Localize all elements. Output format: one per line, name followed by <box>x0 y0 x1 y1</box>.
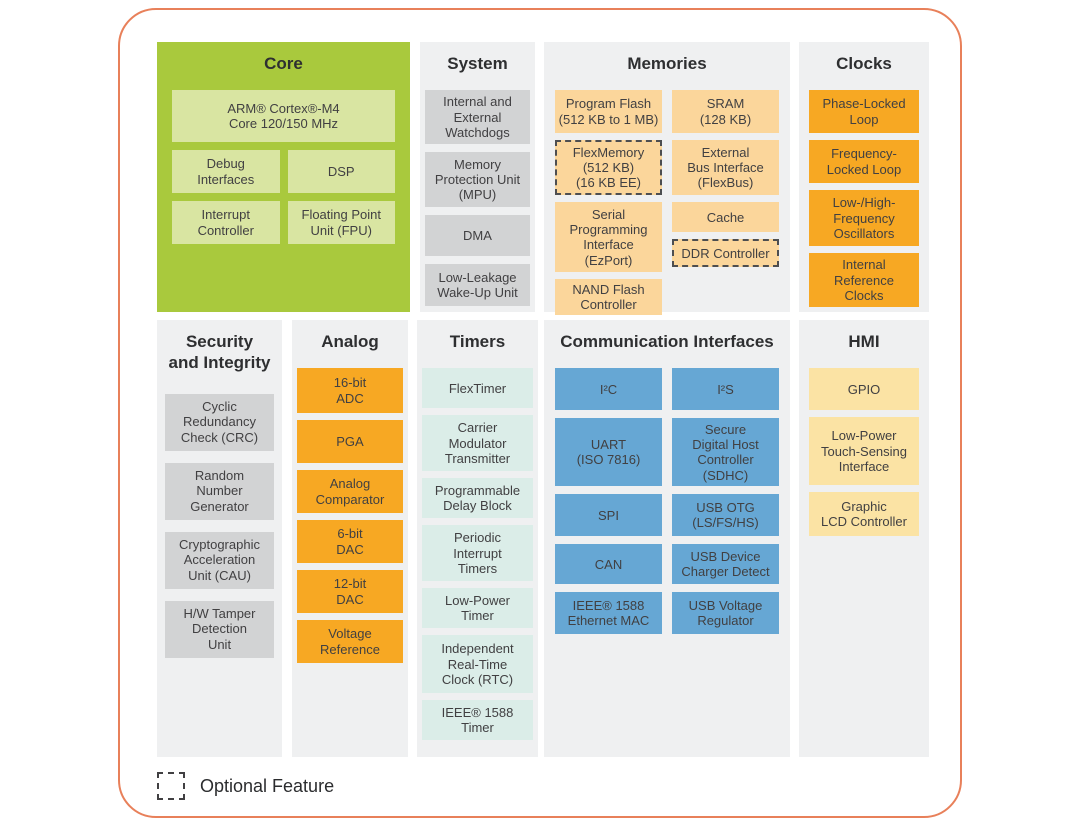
section-system: System Internal and External Watchdogs M… <box>420 42 535 312</box>
block-dma: DMA <box>425 215 530 257</box>
block-periodic-interrupt-timers: Periodic Interrupt Timers <box>422 525 533 582</box>
section-core: Core ARM® Cortex®-M4 Core 120/150 MHz De… <box>157 42 410 312</box>
section-title-core: Core <box>264 54 303 73</box>
comm-col1: I²C UART (ISO 7816) SPI CAN IEEE® 1588 E… <box>555 368 662 635</box>
section-title-security: Security and Integrity <box>168 332 271 373</box>
block-program-flash: Program Flash (512 KB to 1 MB) <box>555 90 662 134</box>
section-clocks: Clocks Phase-Locked Loop Frequency- Lock… <box>799 42 929 312</box>
block-carrier-modulator-transmitter: Carrier Modulator Transmitter <box>422 415 533 472</box>
block-voltage-reference: Voltage Reference <box>297 620 403 664</box>
section-memories: Memories Program Flash (512 KB to 1 MB) … <box>544 42 790 316</box>
block-flextimer: FlexTimer <box>422 368 533 409</box>
block-usb-otg: USB OTG (LS/FS/HS) <box>672 494 779 537</box>
section-title-hmi: HMI <box>848 332 880 351</box>
clocks-blocks: Phase-Locked Loop Frequency- Locked Loop… <box>799 90 929 308</box>
section-hmi: HMI GPIO Low-Power Touch-Sensing Interfa… <box>799 320 929 757</box>
section-timers: Timers FlexTimer Carrier Modulator Trans… <box>417 320 538 757</box>
block-crc: Cyclic Redundancy Check (CRC) <box>165 393 274 451</box>
section-title-analog: Analog <box>321 332 379 351</box>
block-internal-external-watchdogs: Internal and External Watchdogs <box>425 90 530 145</box>
block-fpu: Floating Point Unit (FPU) <box>287 201 395 245</box>
block-ddr-controller: DDR Controller <box>672 239 779 268</box>
security-blocks: Cyclic Redundancy Check (CRC) Random Num… <box>157 393 282 658</box>
timers-blocks: FlexTimer Carrier Modulator Transmitter … <box>417 368 538 741</box>
block-touch-sensing-interface: Low-Power Touch-Sensing Interface <box>809 417 919 486</box>
block-sdhc: Secure Digital Host Controller (SDHC) <box>672 418 779 487</box>
block-debug-interfaces: Debug Interfaces <box>172 150 280 194</box>
block-mpu: Memory Protection Unit (MPU) <box>425 152 530 208</box>
block-can: CAN <box>555 544 662 585</box>
legend-optional-feature: Optional Feature <box>157 772 334 800</box>
comm-columns: I²C UART (ISO 7816) SPI CAN IEEE® 1588 E… <box>544 368 790 635</box>
block-low-leakage-wakeup-unit: Low-Leakage Wake-Up Unit <box>425 264 530 307</box>
block-rtc: Independent Real-Time Clock (RTC) <box>422 635 533 694</box>
block-graphic-lcd-controller: Graphic LCD Controller <box>809 492 919 537</box>
section-title-system: System <box>447 54 508 73</box>
block-spi: SPI <box>555 494 662 537</box>
block-i2c: I²C <box>555 368 662 411</box>
block-dsp: DSP <box>287 150 395 194</box>
block-pga: PGA <box>297 420 403 464</box>
block-low-power-timer: Low-Power Timer <box>422 588 533 629</box>
block-i2s: I²S <box>672 368 779 411</box>
section-title-memories: Memories <box>627 54 707 73</box>
block-usb-device-charger-detect: USB Device Charger Detect <box>672 544 779 585</box>
memories-col2: SRAM (128 KB) External Bus Interface (Fl… <box>672 90 779 315</box>
section-title-comm: Communication Interfaces <box>560 332 774 351</box>
block-interrupt-controller: Interrupt Controller <box>172 201 280 245</box>
block-external-bus-flexbus: External Bus Interface (FlexBus) <box>672 140 779 196</box>
block-programmable-delay-block: Programmable Delay Block <box>422 478 533 519</box>
block-nand-flash-controller: NAND Flash Controller <box>555 279 662 316</box>
memories-columns: Program Flash (512 KB to 1 MB) FlexMemor… <box>544 90 790 316</box>
section-analog: Analog 16-bit ADC PGA Analog Comparator … <box>292 320 408 757</box>
optional-feature-dashed-box-icon <box>157 772 185 800</box>
analog-blocks: 16-bit ADC PGA Analog Comparator 6-bit D… <box>292 368 408 664</box>
block-6bit-dac: 6-bit DAC <box>297 520 403 564</box>
block-frequency-locked-loop: Frequency- Locked Loop <box>809 140 919 184</box>
core-blocks: ARM® Cortex®-M4 Core 120/150 MHz Debug I… <box>157 90 410 245</box>
block-arm-cortex-m4: ARM® Cortex®-M4 Core 120/150 MHz <box>172 90 395 143</box>
block-uart: UART (ISO 7816) <box>555 418 662 487</box>
comm-col2: I²S Secure Digital Host Controller (SDHC… <box>672 368 779 635</box>
section-communication-interfaces: Communication Interfaces I²C UART (ISO 7… <box>544 320 790 757</box>
block-analog-comparator: Analog Comparator <box>297 470 403 514</box>
block-flexmemory: FlexMemory (512 KB) (16 KB EE) <box>555 140 662 196</box>
section-title-clocks: Clocks <box>836 54 892 73</box>
block-ethernet-mac: IEEE® 1588 Ethernet MAC <box>555 592 662 635</box>
block-phase-locked-loop: Phase-Locked Loop <box>809 90 919 134</box>
core-grid: Debug Interfaces DSP Interrupt Controlle… <box>172 150 395 245</box>
block-cache: Cache <box>672 202 779 233</box>
hmi-blocks: GPIO Low-Power Touch-Sensing Interface G… <box>799 368 929 537</box>
block-cau: Cryptographic Acceleration Unit (CAU) <box>165 531 274 589</box>
section-title-timers: Timers <box>449 332 506 351</box>
block-gpio: GPIO <box>809 368 919 411</box>
system-blocks: Internal and External Watchdogs Memory P… <box>420 90 535 307</box>
block-oscillators: Low-/High- Frequency Oscillators <box>809 190 919 247</box>
block-serial-programming-ezport: Serial Programming Interface (EzPort) <box>555 202 662 273</box>
block-internal-reference-clocks: Internal Reference Clocks <box>809 253 919 308</box>
block-hw-tamper-detection: H/W Tamper Detection Unit <box>165 600 274 658</box>
block-12bit-dac: 12-bit DAC <box>297 570 403 614</box>
block-sram: SRAM (128 KB) <box>672 90 779 134</box>
block-usb-voltage-regulator: USB Voltage Regulator <box>672 592 779 635</box>
memories-col1: Program Flash (512 KB to 1 MB) FlexMemor… <box>555 90 662 316</box>
block-random-number-generator: Random Number Generator <box>165 462 274 520</box>
block-16bit-adc: 16-bit ADC <box>297 368 403 414</box>
diagram-card: Core ARM® Cortex®-M4 Core 120/150 MHz De… <box>118 8 962 818</box>
block-ieee1588-timer: IEEE® 1588 Timer <box>422 700 533 741</box>
legend-label: Optional Feature <box>200 775 335 796</box>
section-security-integrity: Security and Integrity Cyclic Redundancy… <box>157 320 282 757</box>
